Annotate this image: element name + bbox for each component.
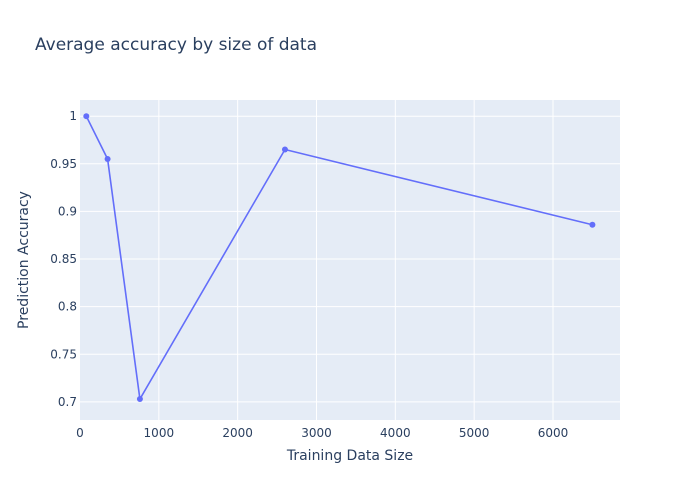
data-point	[104, 156, 111, 163]
x-tick-label: 6000	[538, 426, 569, 440]
x-axis-title: Training Data Size	[286, 448, 413, 464]
data-point	[589, 221, 596, 228]
y-tick-label: 0.75	[50, 347, 77, 361]
data-point	[136, 396, 143, 403]
y-axis-title: Prediction Accuracy	[16, 191, 32, 329]
y-tick-label: 0.85	[50, 252, 77, 266]
y-tick-label: 0.8	[58, 300, 77, 314]
chart-title: Average accuracy by size of data	[35, 35, 317, 55]
series-layer	[83, 113, 596, 403]
x-tick-label: 5000	[459, 426, 490, 440]
data-point	[281, 146, 288, 153]
x-tick-label: 1000	[144, 426, 175, 440]
x-tick-label: 0	[76, 426, 84, 440]
y-tick-label: 0.9	[58, 204, 77, 218]
plot-area	[80, 100, 620, 420]
x-tick-label: 3000	[301, 426, 332, 440]
tick-labels: 0 1000 2000 3000 4000 5000 6000 0.7 0.75 0.8 0.85 0…	[50, 109, 568, 440]
data-point	[83, 113, 90, 120]
y-tick-label: 0.95	[50, 157, 77, 171]
y-tick-label: 1	[69, 109, 77, 123]
gridlines	[80, 100, 620, 420]
x-tick-label: 4000	[380, 426, 411, 440]
x-tick-label: 2000	[222, 426, 253, 440]
y-tick-label: 0.7	[58, 395, 77, 409]
